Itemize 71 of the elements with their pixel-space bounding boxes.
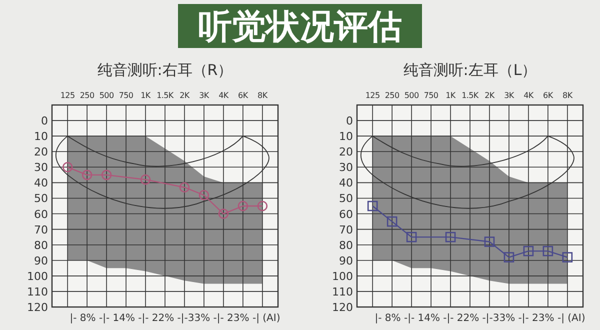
x-tick-label: 125: [365, 91, 380, 100]
point: [238, 200, 248, 212]
point: [445, 232, 456, 242]
point: [257, 200, 268, 212]
chart-title: 纯音测听:右耳（R）: [97, 61, 233, 79]
x-tick-label: 3K: [504, 91, 515, 100]
point: [198, 190, 210, 200]
point: [179, 182, 190, 193]
y-tick-label: 70: [339, 223, 353, 236]
y-tick-label: 0: [41, 114, 48, 128]
x-tick-label: 250: [80, 91, 94, 100]
point: [140, 174, 151, 185]
x-tick-label: 500: [99, 91, 114, 100]
point: [218, 208, 229, 219]
x-tick-label: 1.5K: [462, 91, 480, 100]
y-tick-label: 90: [339, 254, 353, 268]
x-tick-label: 1K: [140, 91, 152, 100]
y-tick-label: 10: [339, 130, 353, 144]
y-tick-label: 110: [332, 285, 353, 298]
text: |- 8% -|- 14% -|- 22% -|-33% -|- 23% -| (AI): [70, 313, 280, 324]
y-tick-label: 20: [339, 146, 353, 159]
y-tick-label: 20: [34, 146, 48, 159]
y-tick-label: 80: [339, 238, 353, 252]
y-tick-label: 40: [34, 176, 48, 190]
x-tick-label: 8K: [258, 91, 268, 100]
y-tick-label: 100: [27, 270, 48, 283]
y-tick-label: 70: [34, 223, 48, 236]
x-tick-label: 125: [60, 91, 75, 100]
x-tick-label: 6K: [238, 91, 249, 100]
point: [367, 200, 378, 212]
x-tick-label: 4K: [218, 91, 230, 100]
y-tick-label: 120: [332, 301, 353, 314]
point: [542, 246, 554, 256]
point: [406, 232, 417, 242]
point: [562, 252, 573, 262]
y-tick-label: 60: [34, 208, 48, 221]
point: [62, 162, 73, 172]
y-tick-label: 30: [34, 161, 48, 174]
point: [101, 170, 112, 180]
x-tick-label: 2K: [484, 91, 496, 100]
point: [504, 252, 514, 262]
y-tick-label: 0: [346, 114, 353, 128]
point: [386, 216, 398, 227]
text: |- 8% -|- 14% -|- 22% -|-33% -|- 23% -| (AI): [374, 313, 586, 324]
x-tick-label: 6K: [543, 91, 554, 100]
y-tick-label: 50: [339, 192, 353, 206]
x-tick-label: 250: [384, 91, 400, 100]
y-tick-label: 50: [34, 192, 48, 206]
y-tick-label: 110: [27, 285, 48, 298]
y-tick-label: 90: [34, 254, 48, 268]
x-tick-label: 1K: [446, 91, 456, 100]
x-tick-label: 750: [118, 91, 134, 100]
x-tick-label: 2K: [180, 91, 190, 100]
x-tick-label: 8K: [562, 91, 574, 100]
x-tick-label: 750: [424, 91, 438, 100]
x-tick-label: 3K: [199, 91, 210, 100]
point: [484, 236, 495, 247]
x-tick-label: 4K: [524, 91, 534, 100]
y-tick-label: 100: [332, 270, 353, 283]
y-tick-label: 40: [339, 176, 353, 190]
point: [82, 170, 92, 180]
y-tick-label: 80: [34, 238, 48, 252]
y-tick-label: 120: [27, 301, 48, 314]
x-tick-label: 500: [404, 91, 419, 100]
chart-title: 纯音测听:左耳（L）: [403, 61, 537, 79]
text: 听觉状况评估: [198, 7, 402, 47]
y-tick-label: 60: [339, 208, 353, 221]
y-tick-label: 30: [339, 161, 353, 174]
point: [523, 246, 534, 256]
x-tick-label: 1.5K: [156, 91, 174, 100]
y-tick-label: 10: [34, 130, 48, 144]
